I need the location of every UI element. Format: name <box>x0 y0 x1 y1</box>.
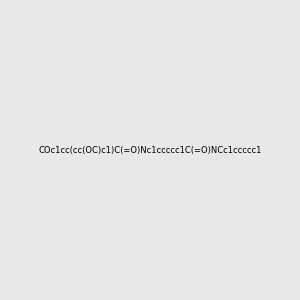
Text: COc1cc(cc(OC)c1)C(=O)Nc1ccccc1C(=O)NCc1ccccc1: COc1cc(cc(OC)c1)C(=O)Nc1ccccc1C(=O)NCc1c… <box>38 146 262 154</box>
